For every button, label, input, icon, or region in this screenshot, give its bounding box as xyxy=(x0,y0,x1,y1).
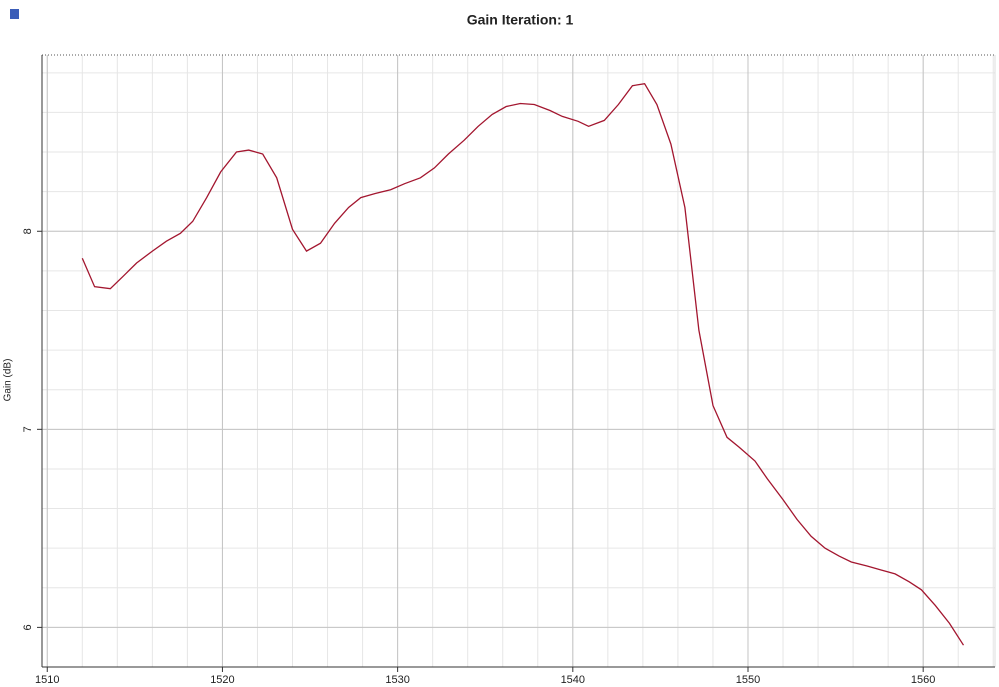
data-line xyxy=(81,82,965,646)
x-tick-label: 1560 xyxy=(911,674,935,686)
x-tick-label: 1510 xyxy=(35,674,59,686)
y-tick-label: 8 xyxy=(22,228,34,234)
x-tick-label: 1530 xyxy=(385,674,409,686)
y-tick-label: 7 xyxy=(22,426,34,432)
x-tick-label: 1550 xyxy=(736,674,760,686)
x-tick-label: 1540 xyxy=(561,674,585,686)
y-tick-label: 6 xyxy=(22,624,34,630)
x-tick-label: 1520 xyxy=(210,674,234,686)
app-icon xyxy=(10,9,19,19)
y-axis-label: Gain (dB) xyxy=(3,359,14,402)
chart-title: Gain Iteration: 1 xyxy=(467,12,574,28)
grid xyxy=(42,55,995,668)
